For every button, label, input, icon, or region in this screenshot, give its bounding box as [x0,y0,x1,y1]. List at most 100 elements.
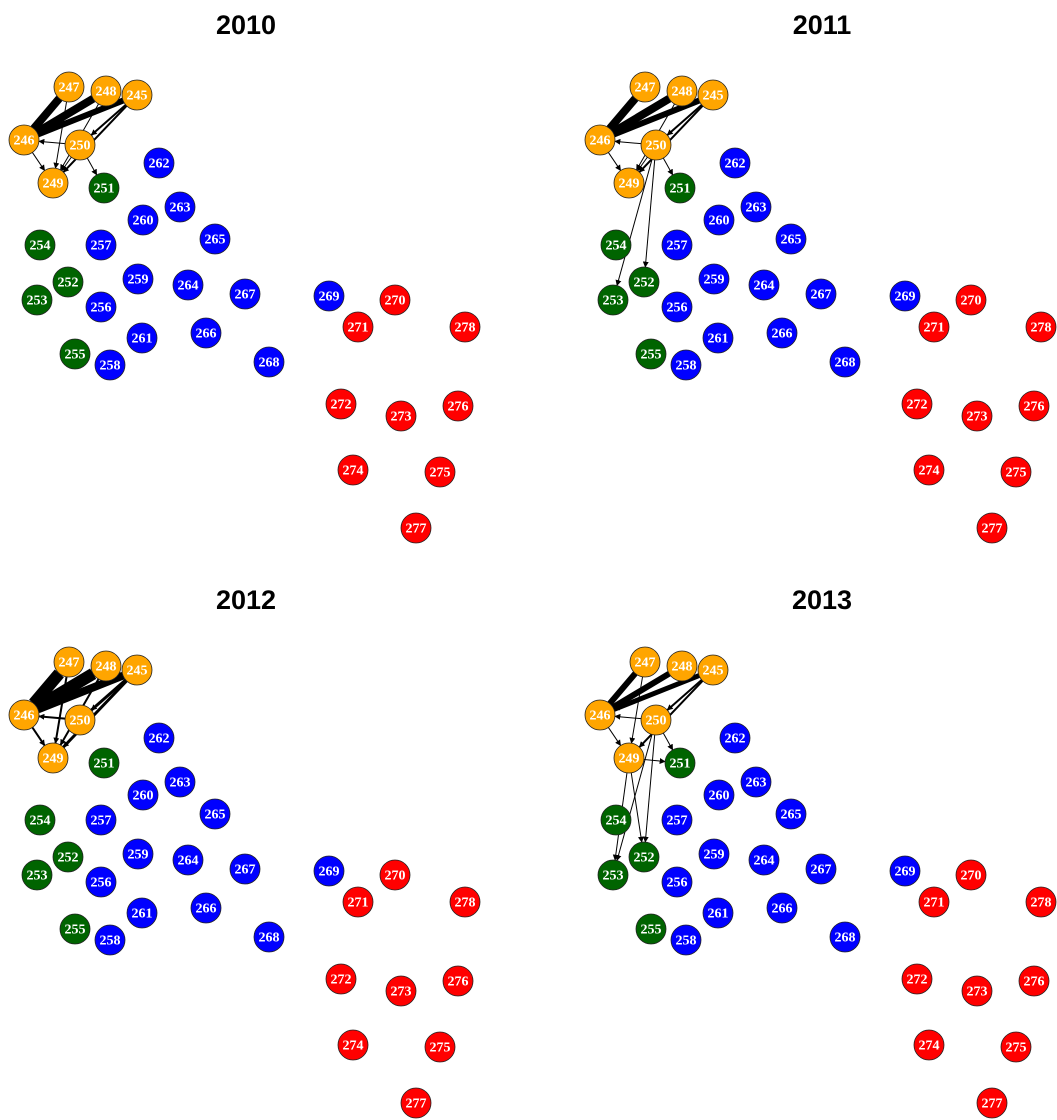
node [628,841,660,873]
node-label: 247 [59,81,80,96]
node [325,388,357,420]
node-label: 269 [319,290,340,305]
node-label: 251 [670,757,691,772]
node-label: 275 [1006,466,1027,481]
node-label: 277 [406,1097,427,1112]
node-label: 255 [641,923,662,938]
edge [61,156,72,172]
edge [637,156,648,172]
node-label: 258 [676,359,697,374]
node-label: 273 [391,410,412,425]
node [126,897,158,929]
node [37,742,69,774]
node-label: 254 [606,239,627,254]
node-label: 261 [132,907,153,922]
node-label: 276 [1024,400,1045,415]
node-label: 246 [14,134,35,149]
node [702,897,734,929]
edge [29,669,64,708]
node [697,654,729,686]
node-label: 262 [725,157,746,172]
node [21,284,53,316]
node [1018,965,1050,997]
edge [62,105,128,173]
node [342,311,374,343]
node [172,269,204,301]
node [697,79,729,111]
node-label: 252 [634,276,655,291]
node-label: 259 [704,848,725,863]
node-label: 257 [667,814,688,829]
node-label: 262 [149,732,170,747]
node [584,699,616,731]
edge [615,159,653,287]
node [143,147,175,179]
edge [38,713,66,720]
node [664,747,696,779]
node [24,229,56,261]
node [666,650,698,682]
edge [607,152,622,172]
node [661,291,693,323]
node [85,229,117,261]
node [961,975,993,1007]
node [164,766,196,798]
node [122,838,154,870]
edge [36,671,125,714]
node-label: 250 [70,139,91,154]
node [400,512,432,544]
node [199,223,231,255]
node-label: 278 [455,321,476,336]
node-label: 248 [96,660,117,675]
node [121,654,153,686]
node [8,699,40,731]
node [664,172,696,204]
node [600,804,632,836]
node [122,263,154,295]
node-label: 266 [196,327,217,342]
edge [53,101,68,169]
node [337,454,369,486]
edge [666,679,703,711]
node [766,892,798,924]
node-label: 261 [708,332,729,347]
node-label: 252 [634,851,655,866]
node-label: 270 [385,294,406,309]
node-label: 266 [772,902,793,917]
node [913,1029,945,1061]
node [889,855,921,887]
edge [643,758,666,764]
node-label: 265 [781,233,802,248]
node [661,229,693,261]
node-label: 247 [635,656,656,671]
node [90,75,122,107]
node [52,841,84,873]
node [584,124,616,156]
node-label: 253 [603,294,624,309]
node-label: 253 [27,869,48,884]
node-label: 268 [259,356,280,371]
node [889,280,921,312]
node [740,766,772,798]
panel: 2013 245 246 247 248 249 250 251 252 253 254 255 256… [584,585,1057,1119]
node-label: 271 [924,321,945,336]
edge [613,673,700,712]
node [918,311,950,343]
node-label: 263 [746,201,767,216]
node [400,1087,432,1119]
node [190,892,222,924]
node-label: 278 [1031,321,1052,336]
panel-title: 2011 [793,10,852,40]
edge [612,97,701,138]
node [1018,390,1050,422]
node [1000,456,1032,488]
node-label: 256 [91,876,112,891]
node-label: 251 [94,757,115,772]
edge [614,713,642,720]
node [635,338,667,370]
node-label: 247 [635,81,656,96]
node [64,129,96,161]
node [670,349,702,381]
node-label: 249 [43,752,64,767]
node-label: 264 [754,279,775,294]
